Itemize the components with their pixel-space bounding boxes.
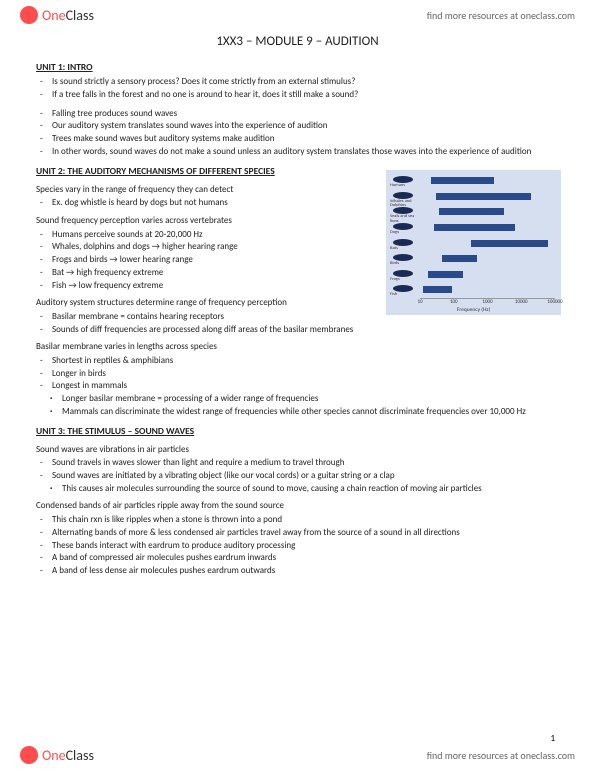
unit3-p2-list: This chain rxn is like ripples when a st… — [36, 514, 559, 576]
bottombar: OneClass find more resources at oneclass… — [0, 744, 595, 770]
list-item: Sound waves are initiated by a vibrating… — [52, 470, 559, 482]
brand-circle-icon — [20, 6, 38, 24]
unit2-p4: Basilar membrane varies in lengths acros… — [36, 341, 559, 353]
chart-tick: 100 — [450, 299, 458, 305]
chart-bar — [436, 193, 531, 200]
list-item: Bat → high frequency extreme — [52, 267, 346, 279]
unit2-p1-list: Ex. dog whistle is heard by dogs but not… — [36, 197, 346, 209]
chart-row-label: Humans — [390, 184, 420, 189]
list-item: Fish → low frequency extreme — [52, 280, 346, 292]
unit3-p2: Condensed bands of air particles ripple … — [36, 500, 559, 512]
chart-tick: 100000 — [547, 299, 562, 305]
list-item: A band of compressed air molecules pushe… — [52, 552, 559, 564]
list-item: Whales, dolphins and dogs → higher heari… — [52, 241, 346, 253]
chart-row: Humans — [420, 174, 555, 187]
unit3-p1-sublist: This causes air molecules surrounding th… — [36, 483, 559, 495]
chart-bar — [431, 177, 494, 184]
list-item: Mammals can discriminate the widest rang… — [62, 406, 559, 418]
unit3-p1: Sound waves are vibrations in air partic… — [36, 444, 559, 456]
chart-row: Whales and Dolphins — [420, 190, 555, 203]
unit1-head: UNIT 1: INTRO — [36, 61, 559, 73]
list-item: Is sound strictly a sensory process? Doe… — [52, 76, 559, 88]
more-resources-link-bottom[interactable]: find more resources at oneclass.com — [427, 749, 575, 762]
brand-suffix: Class — [66, 747, 94, 764]
chart-row-label: Frogs — [390, 278, 420, 283]
unit2-p1: Species vary in the range of frequency t… — [36, 184, 346, 196]
unit1-list-a: Is sound strictly a sensory process? Doe… — [36, 76, 559, 100]
brand-one: One — [42, 7, 66, 24]
chart-row: Birds — [420, 252, 555, 265]
chart-row: Dogs — [420, 221, 555, 234]
chart-tick: 10 — [417, 299, 422, 305]
hearing-range-chart: HumansWhales and DolphinsSeals and sea l… — [386, 170, 561, 315]
list-item: Humans perceive sounds at 20-20,000 Hz — [52, 229, 346, 241]
list-item: Sound travels in waves slower than light… — [52, 457, 559, 469]
brand-one: One — [42, 747, 66, 764]
list-item: Ex. dog whistle is heard by dogs but not… — [52, 197, 346, 209]
page-title: 1XX3 – MODULE 9 – AUDITION — [36, 34, 559, 51]
chart-bar — [434, 224, 515, 231]
list-item: Our auditory system translates sound wav… — [52, 120, 559, 132]
list-item: If a tree falls in the forest and no one… — [52, 89, 559, 101]
unit2-p4-list: Shortest in reptiles & amphibians Longer… — [36, 355, 559, 392]
chart-bar — [442, 255, 477, 262]
chart-bar — [423, 286, 453, 293]
list-item: Trees make sound waves but auditory syst… — [52, 133, 559, 145]
list-item: In other words, sound waves do not make … — [52, 146, 559, 158]
chart-row-label: Fish — [390, 293, 420, 298]
chart-tick: 10000 — [515, 299, 528, 305]
list-item: Longer in birds — [52, 368, 559, 380]
chart-row: Bats — [420, 237, 555, 250]
topbar: OneClass find more resources at oneclass… — [0, 0, 595, 26]
unit1-head-text: UNIT 1: INTRO — [36, 61, 93, 73]
list-item: Alternating bands of more & less condens… — [52, 527, 559, 539]
unit2-p2-list: Humans perceive sounds at 20-20,000 Hz W… — [36, 229, 346, 291]
more-resources-link[interactable]: find more resources at oneclass.com — [427, 9, 575, 22]
list-item: This chain rxn is like ripples when a st… — [52, 514, 559, 526]
brand-suffix: Class — [66, 7, 94, 24]
chart-tick: 1000 — [482, 299, 492, 305]
brand-text: OneClass — [42, 7, 94, 24]
chart-xlabel: Frequency (Hz) — [386, 307, 561, 313]
chart-row-label: Bats — [390, 247, 420, 252]
list-item: Frogs and birds → lower hearing range — [52, 254, 346, 266]
list-item: These bands interact with eardrum to pro… — [52, 540, 559, 552]
brand-text-bottom: OneClass — [42, 747, 94, 764]
chart-bar — [428, 271, 463, 278]
chart-row: Frogs — [420, 268, 555, 281]
page-number: 1 — [550, 733, 555, 744]
chart-row-label: Birds — [390, 262, 420, 267]
unit3-head: UNIT 3: THE STIMULUS – SOUND WAVES — [36, 425, 559, 437]
brand-circle-icon — [20, 746, 38, 764]
list-item: Falling tree produces sound waves — [52, 108, 559, 120]
list-item: Shortest in reptiles & amphibians — [52, 355, 559, 367]
chart-bar — [471, 240, 548, 247]
list-item: Longer basilar membrane = processing of … — [62, 393, 559, 405]
unit2-p4-sublist: Longer basilar membrane = processing of … — [36, 393, 559, 417]
brand-logo-bottom: OneClass — [20, 746, 94, 764]
chart-row: Seals and sea lions — [420, 205, 555, 218]
chart-bar — [439, 208, 504, 215]
chart-plot-area: Humans Whales and Dolphins Seals and sea l… — [420, 174, 555, 299]
unit3-p1-list: Sound travels in waves slower than light… — [36, 457, 559, 481]
chart-row: Fish — [420, 283, 555, 296]
unit2-p2: Sound frequency perception varies across… — [36, 215, 346, 227]
brand-logo: OneClass — [20, 6, 94, 24]
list-item: Longest in mammals — [52, 380, 559, 392]
list-item: A band of less dense air molecules pushe… — [52, 565, 559, 577]
list-item: This causes air molecules surrounding th… — [62, 483, 559, 495]
unit1-list-b: Falling tree produces sound waves Our au… — [36, 108, 559, 158]
chart-row-label: Dogs — [390, 231, 420, 236]
list-item: Sounds of diff frequencies are processed… — [52, 324, 559, 336]
